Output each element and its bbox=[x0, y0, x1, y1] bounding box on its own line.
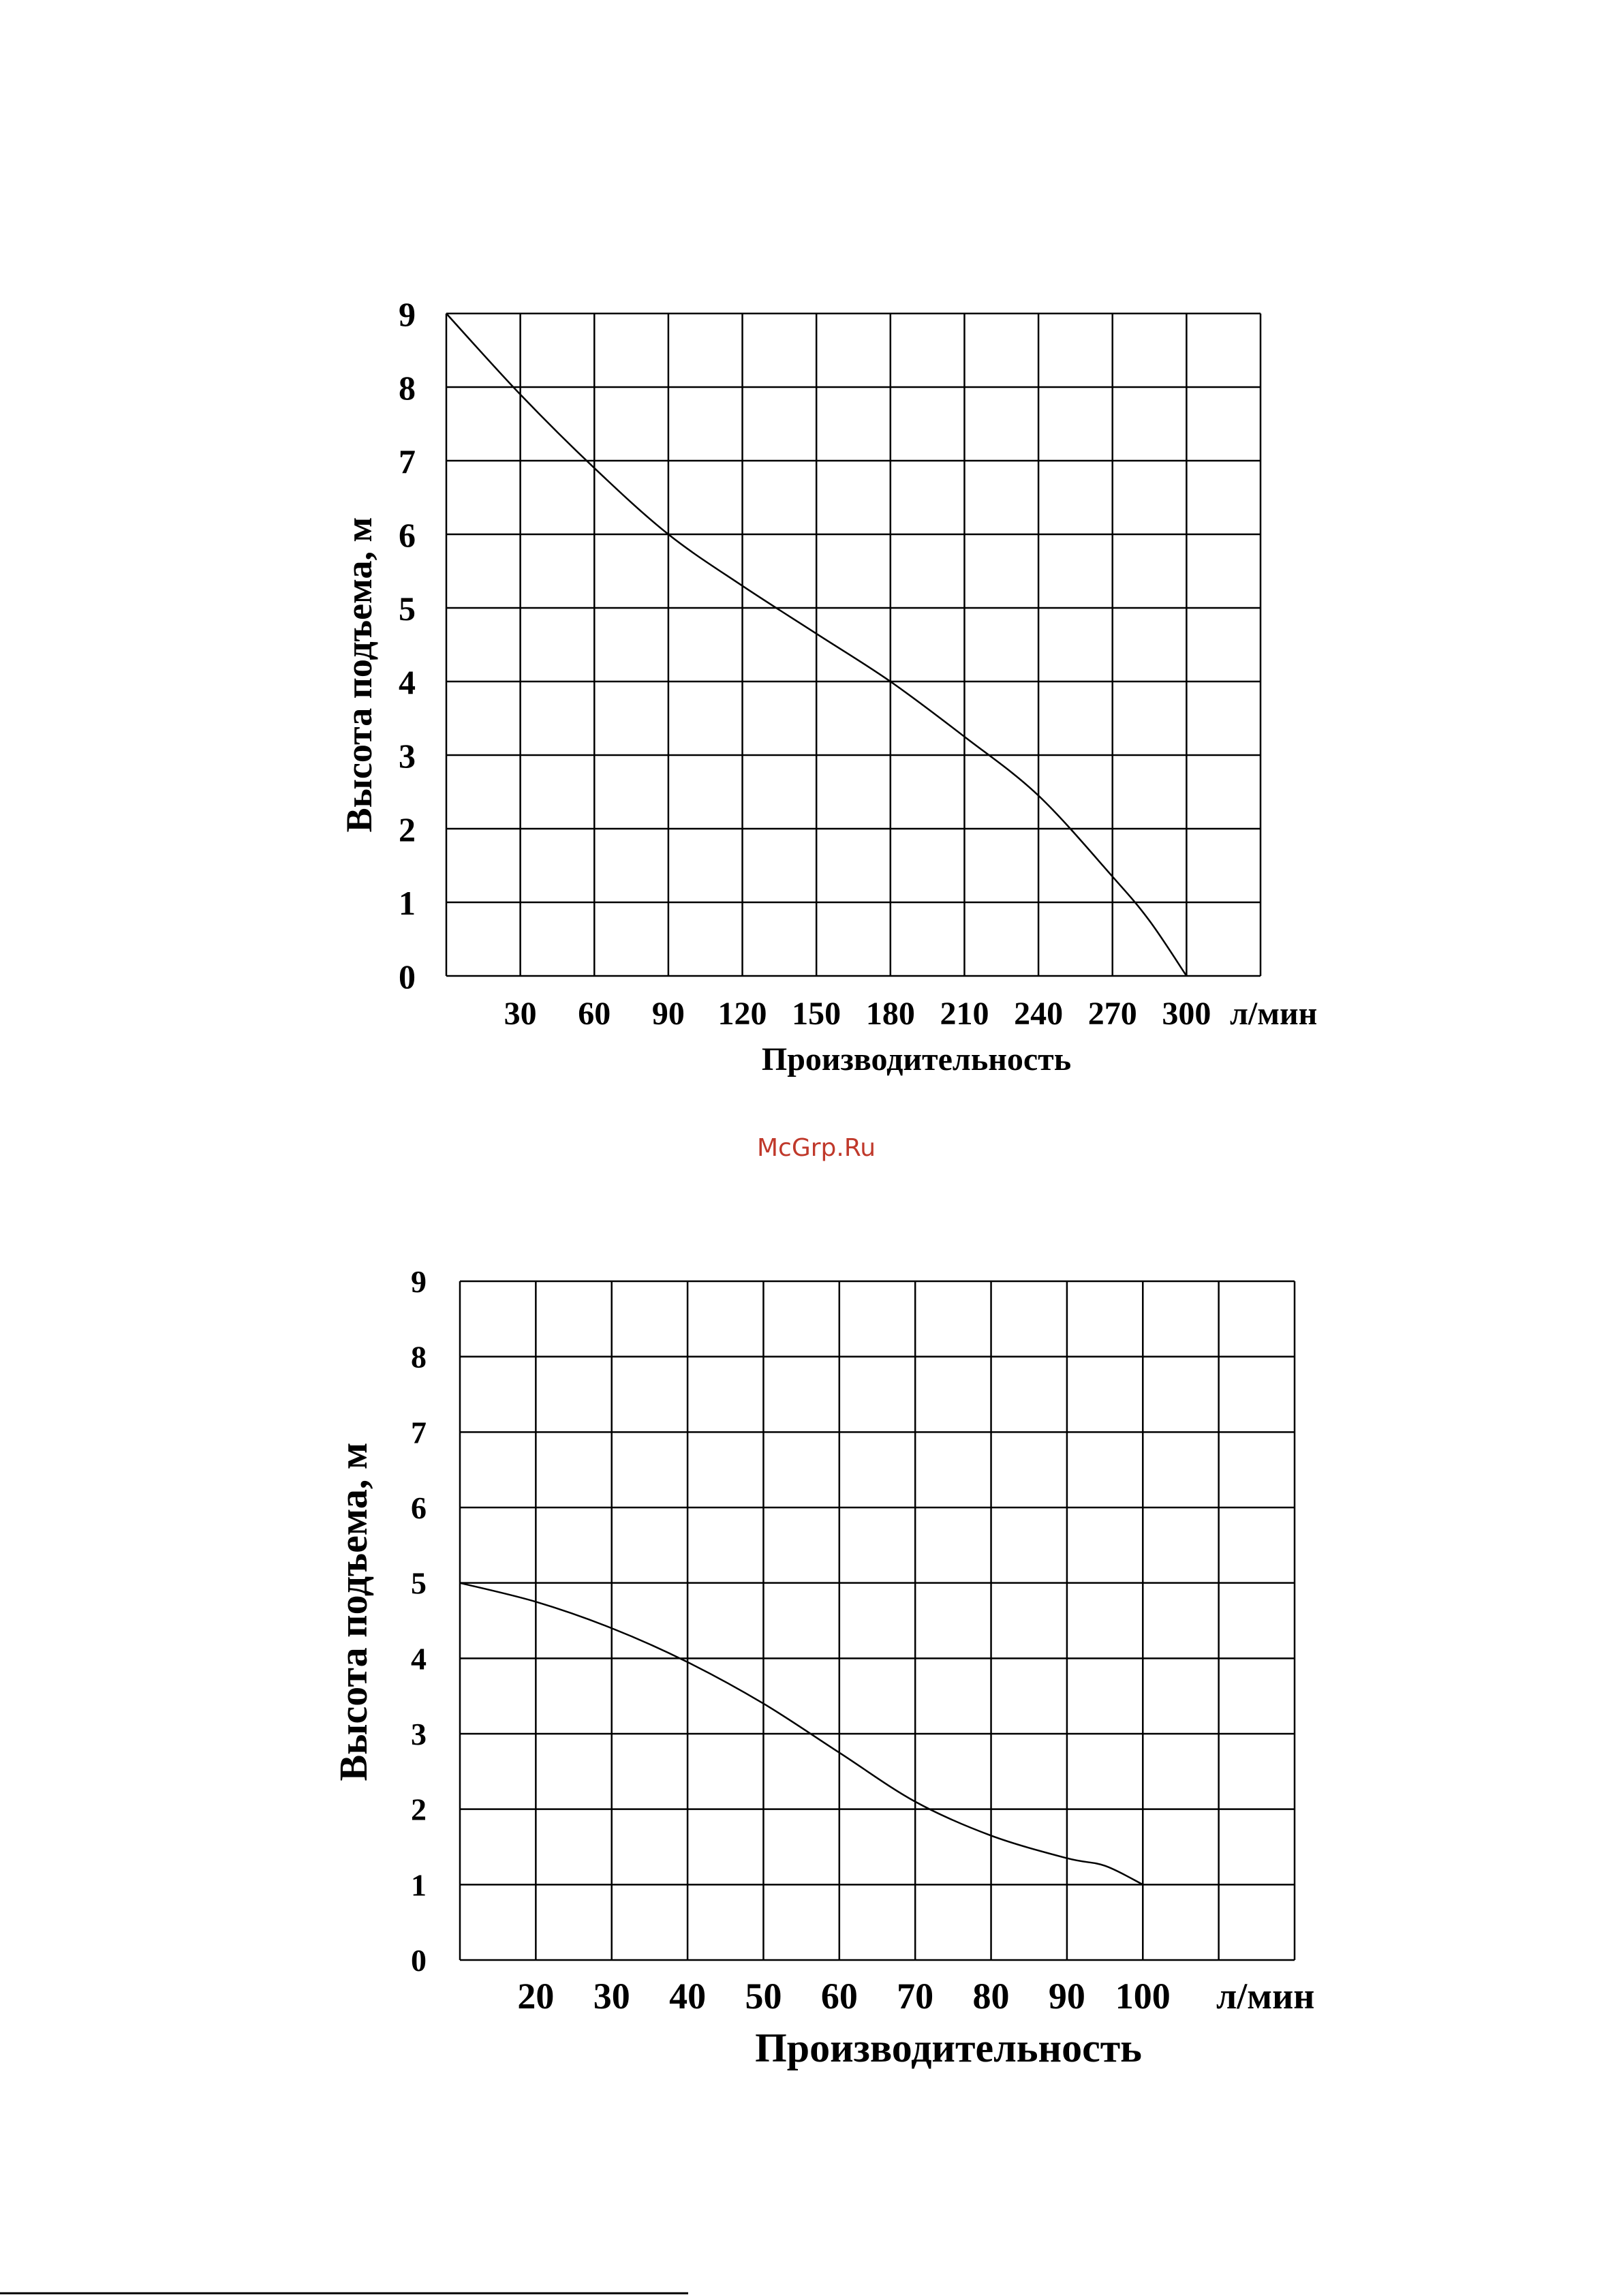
chart-2-x-axis-title: Производительность bbox=[755, 2025, 1142, 2070]
y-tick-label: 8 bbox=[411, 1340, 427, 1375]
performance-curve bbox=[459, 1582, 1143, 1886]
y-tick-label: 0 bbox=[411, 1943, 427, 1978]
chart-1-y-ticks: 0 1 2 3 4 5 6 7 8 9 bbox=[399, 295, 416, 996]
y-tick-label: 5 bbox=[411, 1566, 427, 1601]
y-tick-label: 9 bbox=[399, 295, 416, 333]
chart-2: 0 1 2 3 4 5 6 7 8 9 20 30 40 50 60 70 80 90 100 л/мин Про… bbox=[331, 1264, 1314, 2070]
chart-2-x-ticks: 20 30 40 50 60 70 80 90 100 bbox=[517, 1976, 1170, 2017]
y-tick-label: 0 bbox=[399, 958, 416, 996]
x-tick-label: 70 bbox=[897, 1976, 933, 2017]
x-tick-label: 80 bbox=[973, 1976, 1010, 2017]
y-tick-label: 2 bbox=[399, 810, 416, 848]
x-tick-label: 270 bbox=[1088, 996, 1137, 1032]
x-tick-label: 180 bbox=[866, 996, 915, 1032]
x-tick-label: 300 bbox=[1162, 996, 1211, 1032]
x-tick-label: 240 bbox=[1014, 996, 1063, 1032]
y-tick-label: 1 bbox=[399, 884, 416, 922]
chart-1: 0 1 2 3 4 5 6 7 8 9 30 60 90 120 150 180 210 240 270 300 л… bbox=[339, 295, 1317, 1077]
x-tick-label: 40 bbox=[669, 1976, 706, 2017]
y-tick-label: 7 bbox=[411, 1415, 427, 1450]
y-tick-label: 5 bbox=[399, 590, 416, 628]
x-tick-label: 30 bbox=[504, 996, 537, 1032]
x-tick-label: 90 bbox=[652, 996, 685, 1032]
x-tick-label: 20 bbox=[517, 1976, 554, 2017]
y-tick-label: 3 bbox=[411, 1717, 427, 1751]
chart-2-y-ticks: 0 1 2 3 4 5 6 7 8 9 bbox=[411, 1264, 427, 1978]
watermark-text: McGrp.Ru bbox=[757, 1134, 876, 1162]
y-tick-label: 9 bbox=[411, 1264, 427, 1299]
chart-1-x-ticks: 30 60 90 120 150 180 210 240 270 300 bbox=[504, 996, 1211, 1032]
chart-1-curve bbox=[446, 313, 1188, 977]
chart-1-grid bbox=[445, 312, 1262, 977]
x-tick-label: 60 bbox=[578, 996, 610, 1032]
chart-1-x-axis-title: Производительность bbox=[762, 1041, 1071, 1077]
chart-2-curve bbox=[459, 1582, 1143, 1886]
performance-curve bbox=[446, 313, 1188, 977]
y-tick-label: 7 bbox=[399, 442, 416, 480]
x-tick-label: 210 bbox=[940, 996, 989, 1032]
x-tick-label: 90 bbox=[1049, 1976, 1085, 2017]
y-tick-label: 8 bbox=[399, 369, 416, 407]
y-tick-label: 1 bbox=[411, 1867, 427, 1902]
y-tick-label: 2 bbox=[411, 1792, 427, 1827]
chart-2-y-axis-title: Высота подъема, м bbox=[331, 1443, 375, 1781]
y-tick-label: 4 bbox=[411, 1641, 427, 1676]
y-tick-label: 6 bbox=[411, 1490, 427, 1525]
y-tick-label: 3 bbox=[399, 737, 416, 775]
y-tick-label: 6 bbox=[399, 516, 416, 554]
chart-2-grid bbox=[459, 1280, 1296, 1961]
chart-1-x-unit-label: л/мин bbox=[1230, 996, 1317, 1032]
chart-2-x-unit-label: л/мин bbox=[1216, 1976, 1314, 2017]
x-tick-label: 30 bbox=[593, 1976, 630, 2017]
x-tick-label: 150 bbox=[792, 996, 841, 1032]
chart-1-y-axis-title: Высота подъема, м bbox=[339, 517, 380, 833]
x-tick-label: 120 bbox=[718, 996, 767, 1032]
x-tick-label: 60 bbox=[821, 1976, 858, 2017]
x-tick-label: 100 bbox=[1115, 1976, 1171, 2017]
x-tick-label: 50 bbox=[745, 1976, 782, 2017]
y-tick-label: 4 bbox=[399, 663, 416, 701]
